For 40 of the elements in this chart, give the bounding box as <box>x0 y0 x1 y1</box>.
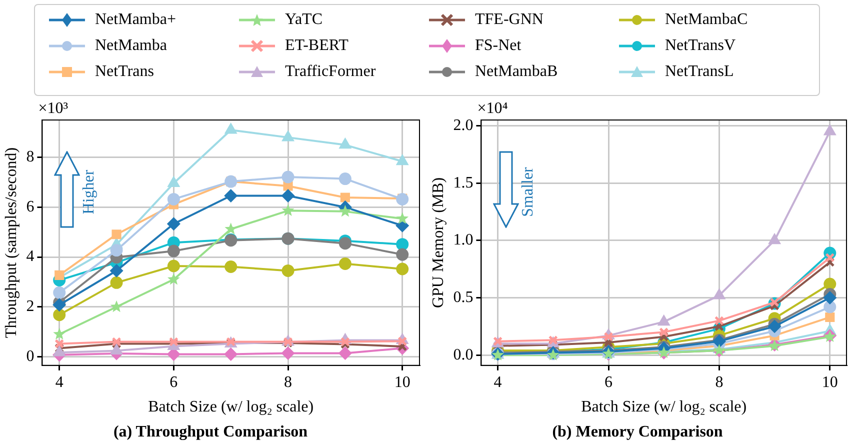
y-axis-title: Throughput (samples/second) <box>2 147 20 338</box>
y-tick-label: 1.0 <box>453 232 474 249</box>
x-tick-label: 4 <box>494 374 502 392</box>
legend-label: NetTransV <box>665 37 736 55</box>
legend-label: NetMamba+ <box>95 11 176 29</box>
x-tick-label: 4 <box>55 374 64 392</box>
y-axis-title: GPU Memory (MB) <box>430 177 447 308</box>
legend-label: NetTrans <box>95 63 154 81</box>
text: ×10⁴ <box>477 100 508 118</box>
x-tick-label: 8 <box>284 374 292 392</box>
y-tick-label: 6 <box>26 198 34 216</box>
text: ×10³ <box>38 100 68 118</box>
legend-label: NetMambaC <box>665 11 748 29</box>
legend-label: NetMambaB <box>475 63 558 81</box>
y-tick-label: 2.0 <box>453 116 474 134</box>
legend-label: FS-Net <box>475 37 522 55</box>
legend-label: YaTC <box>285 11 322 29</box>
legend-label: TFE-GNN <box>475 11 544 29</box>
legend-label: ET-BERT <box>285 37 348 55</box>
x-tick-label: 10 <box>394 374 410 392</box>
x-tick-label: 10 <box>822 374 838 392</box>
y-tick-label: 4 <box>26 248 34 266</box>
legend-label: NetMamba <box>95 37 167 55</box>
text: (a) Throughput Comparison <box>113 424 308 441</box>
text: (b) Memory Comparison <box>552 424 723 441</box>
y-tick-label: 8 <box>26 148 34 166</box>
y-tick-label: 1.5 <box>453 174 474 192</box>
x-tick-label: 8 <box>715 374 724 392</box>
x-tick-label: 6 <box>604 374 612 392</box>
legend-label: NetTransL <box>665 63 734 81</box>
x-axis-title: Batch Size (w/ log₂ scale) <box>581 398 747 416</box>
legend-label: TrafficFormer <box>285 63 376 81</box>
x-axis-title: Batch Size (w/ log₂ scale) <box>148 398 314 416</box>
x-tick-label: 6 <box>170 374 178 392</box>
y-tick-label: 0.5 <box>453 288 474 306</box>
y-tick-label: 0.0 <box>453 346 474 364</box>
annotation: Smaller <box>519 166 536 217</box>
annotation: Higher <box>80 169 98 214</box>
y-tick-label: 0 <box>26 348 34 365</box>
y-tick-label: 2 <box>26 298 34 316</box>
